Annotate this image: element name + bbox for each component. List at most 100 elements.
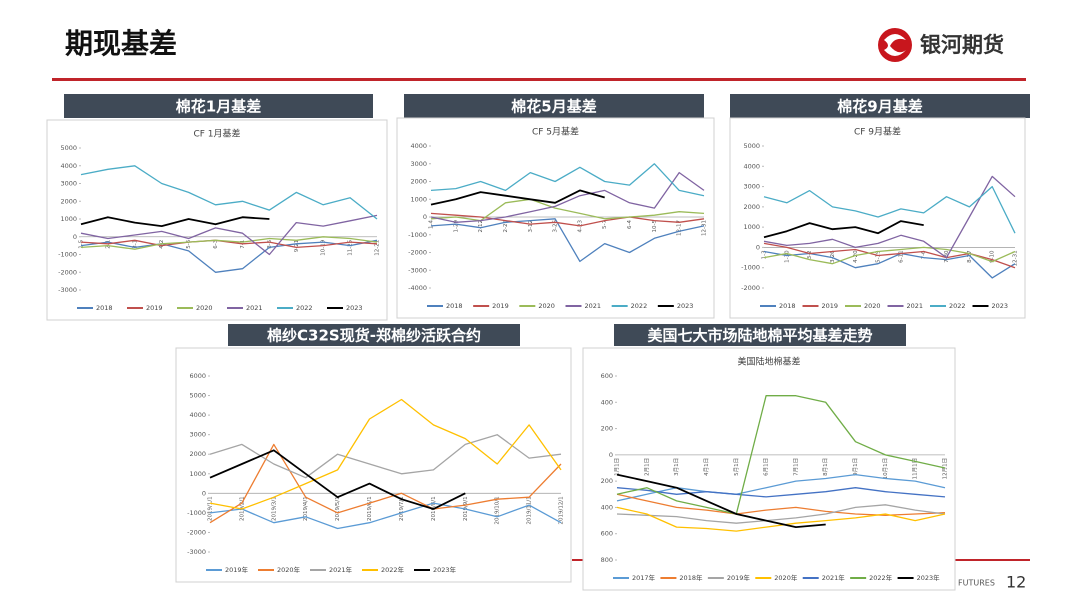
legend-label: 2018年 (679, 573, 703, 582)
y-tick-label: -3000 (187, 548, 206, 556)
series-line (616, 395, 946, 515)
legend-label: 2019年 (225, 565, 249, 574)
series-line (430, 163, 705, 197)
y-tick-label: -2000 (408, 249, 427, 257)
series-line (80, 239, 378, 249)
series-line (763, 250, 1016, 279)
y-tick-label: 3000 (60, 180, 77, 188)
legend-label: 2022 (949, 302, 966, 310)
series-line (80, 216, 270, 227)
x-tick-label: 7月1日 (792, 458, 799, 476)
series-line (763, 220, 924, 239)
series-line (763, 175, 1016, 259)
series-line (763, 185, 1016, 234)
chart-title: CF 5月基差 (532, 126, 579, 138)
x-tick-label: 6-11 (898, 250, 904, 262)
y-tick-label: -2000 (58, 268, 77, 276)
series-line (80, 239, 378, 273)
x-tick-label: 1月1日 (614, 458, 621, 476)
legend-label: 2021年 (822, 573, 846, 582)
y-tick-label: 0 (202, 489, 206, 497)
panel-header-bar (64, 94, 373, 118)
x-tick-label: 2019/7/1 (399, 496, 405, 521)
legend-label: 2023 (992, 302, 1009, 310)
y-tick-label: -2000 (741, 284, 760, 292)
x-tick-label: 2-12 (478, 220, 484, 232)
logo-swirl (884, 34, 906, 56)
series-line (80, 214, 378, 256)
x-tick-label: 12-31 (702, 220, 708, 236)
legend-label: 2019 (146, 304, 163, 312)
legend-label: 2019年 (727, 573, 751, 582)
legend-label: 2021 (246, 304, 263, 312)
series-line (616, 473, 946, 502)
y-tick-label: 3000 (189, 431, 206, 439)
x-tick-label: 2019/11/1 (527, 496, 533, 524)
header-rule (52, 78, 1026, 81)
series-line (209, 434, 562, 479)
x-tick-label: 8月1日 (822, 458, 829, 476)
y-tick-label: 4000 (60, 162, 77, 170)
y-tick-label: -2000 (187, 528, 206, 536)
x-tick-label: 6月1日 (763, 458, 770, 476)
y-tick-label: -1000 (58, 251, 77, 259)
x-tick-label: 1-29 (453, 220, 459, 233)
legend-label: 2023年 (433, 565, 457, 574)
x-tick-label: 1-30 (784, 250, 790, 263)
series-line (209, 502, 562, 530)
y-tick-label: 2000 (743, 203, 760, 211)
chart-frame (46, 119, 388, 321)
x-tick-label: 5-6 (186, 239, 192, 248)
x-tick-label: 10-19 (321, 239, 327, 255)
x-tick-label: 7-6 (921, 250, 927, 259)
x-tick-label: 9-10 (990, 250, 996, 263)
x-tick-label: 10-5 (652, 220, 658, 233)
x-tick-label: 3-12 (528, 220, 534, 232)
x-tick-label: 3-1 (132, 240, 138, 249)
chart-title: CF 1月基差 (193, 128, 240, 140)
chart-frame (582, 347, 956, 591)
y-tick-label: 2000 (60, 197, 77, 205)
x-tick-label: 8-5 (267, 239, 273, 248)
chart-title: CF 9月基差 (854, 126, 901, 138)
y-tick-label: 400 (601, 398, 613, 406)
logo-text: 银河期货 (920, 33, 1004, 57)
panel-header: 美国七大市场陆地棉平均基差走势 (647, 327, 872, 345)
chart-title: 美国陆地棉基差 (737, 356, 800, 368)
y-tick-label: 600 (601, 372, 613, 380)
x-tick-label: 1-4 (429, 220, 435, 229)
y-tick-label: 4000 (189, 411, 206, 419)
y-tick-label: 1000 (189, 470, 206, 478)
y-tick-label: -1000 (741, 264, 760, 272)
legend-label: 2020 (196, 304, 213, 312)
series-line (430, 189, 605, 206)
x-tick-label: 11-25 (348, 239, 354, 255)
y-tick-label: 600 (601, 530, 613, 538)
y-tick-label: 2000 (410, 178, 427, 186)
x-tick-label: 1-5 (79, 239, 85, 248)
legend-label: 2022 (631, 302, 648, 310)
x-tick-label: 6-3 (213, 239, 219, 248)
x-tick-label: 5月1日 (733, 458, 740, 476)
panel-header: 棉纱C32S现货-郑棉纱活跃合约 (267, 327, 481, 345)
series-line (209, 443, 562, 524)
legend-label: 2018 (779, 302, 796, 310)
x-tick-label: 2019/4/1 (303, 496, 309, 521)
x-tick-label: 6-4 (627, 220, 633, 229)
series-line (80, 236, 378, 250)
series-line (430, 171, 705, 223)
series-line (616, 506, 946, 532)
legend-label: 2023年 (917, 573, 941, 582)
x-tick-label: 3月1日 (673, 458, 680, 476)
y-tick-label: 400 (601, 503, 613, 511)
y-tick-label: 200 (601, 477, 613, 485)
legend-label: 2020年 (774, 573, 798, 582)
y-tick-label: 5000 (743, 142, 760, 150)
x-tick-label: 5-7 (602, 220, 608, 229)
x-tick-label: 2019/6/1 (367, 496, 373, 521)
x-tick-label: 2019/10/1 (495, 496, 501, 524)
y-tick-label: -3000 (58, 286, 77, 294)
x-tick-label: 12-17 (677, 220, 683, 236)
legend-label: 2021 (585, 302, 602, 310)
